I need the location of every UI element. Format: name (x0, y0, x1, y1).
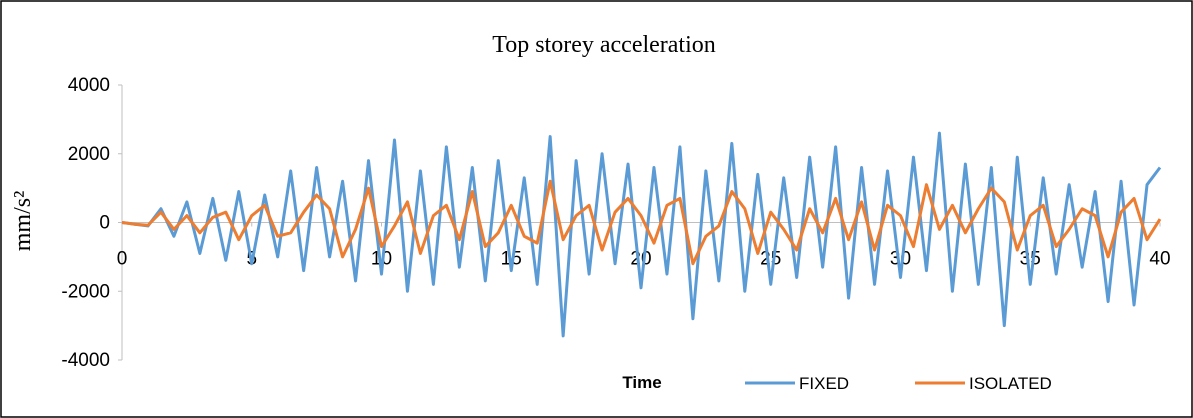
data-line (121, 179, 1162, 266)
x-tick-label: 30 (890, 249, 911, 270)
y-axis-title: mm/s² (10, 191, 36, 252)
y-tick-label: 0 (99, 213, 110, 234)
data-line (121, 131, 1162, 338)
x-tick-label: 35 (1020, 249, 1041, 270)
x-tick-label: 25 (760, 249, 781, 270)
legend-label: FIXED (799, 374, 849, 393)
x-axis-title: Time (622, 373, 661, 392)
y-tick-label: -2000 (61, 281, 110, 302)
y-tick-label: 4000 (68, 75, 110, 96)
x-tick-label: 20 (630, 249, 651, 270)
chart-title: Top storey acceleration (492, 32, 716, 58)
x-tick-label: 40 (1149, 249, 1170, 270)
y-tick-label: -4000 (61, 350, 110, 371)
y-tick-label: 2000 (68, 144, 110, 165)
x-tick-label: 0 (117, 249, 128, 270)
legend-label: ISOLATED (969, 374, 1052, 393)
